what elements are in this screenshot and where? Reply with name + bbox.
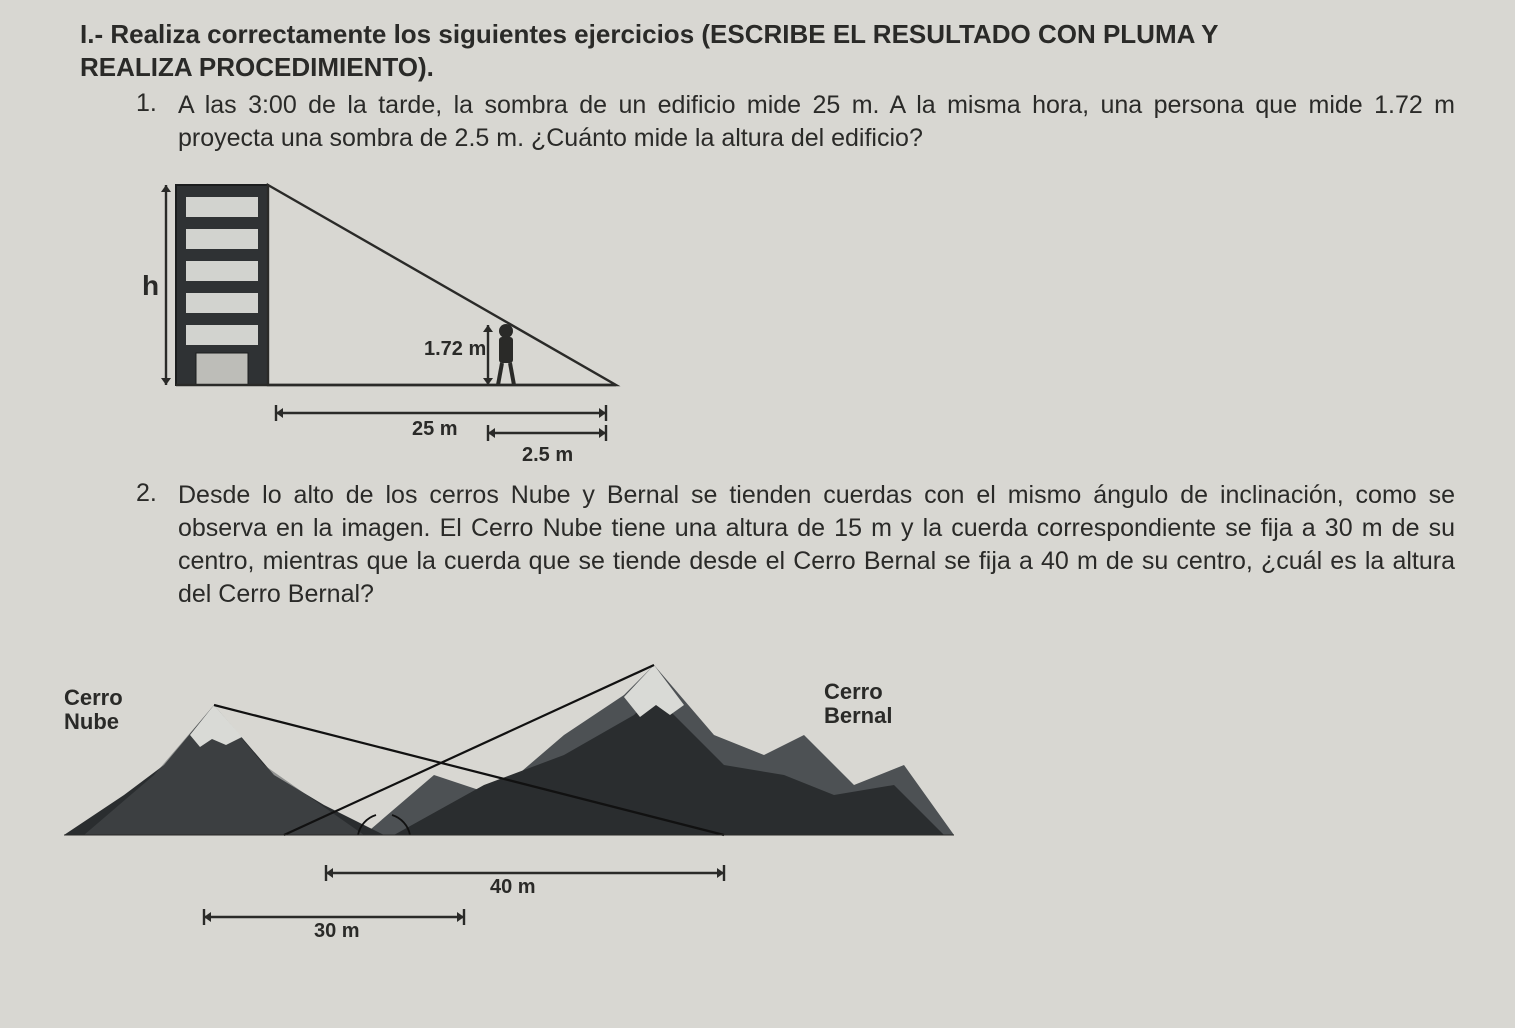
svg-text:25 m: 25 m: [412, 418, 458, 440]
q1-text: A las 3:00 de la tarde, la sombra de un …: [178, 89, 1455, 155]
q2-text: Desde lo alto de los cerros Nube y Berna…: [178, 479, 1455, 611]
q1-number: 1.: [136, 89, 164, 118]
svg-text:h: h: [142, 270, 159, 301]
svg-text:30 m: 30 m: [314, 920, 360, 942]
svg-text:1.72 m: 1.72 m: [424, 338, 486, 360]
svg-text:2.5 m: 2.5 m: [522, 444, 573, 465]
section-title: I.- Realiza correctamente los siguientes…: [80, 18, 1455, 83]
q1-figure: h 1.72 m 25 m 2.5 m: [136, 165, 1455, 465]
q1-svg: h 1.72 m 25 m 2.5 m: [136, 165, 656, 465]
q2-svg: 40 m30 mCerroNubeCerroBernal: [64, 625, 964, 945]
svg-text:Cerro: Cerro: [824, 679, 883, 704]
svg-text:Bernal: Bernal: [824, 703, 892, 728]
question-1: 1. A las 3:00 de la tarde, la sombra de …: [136, 89, 1455, 465]
svg-text:40 m: 40 m: [490, 876, 536, 898]
section-title-line1: I.- Realiza correctamente los siguientes…: [80, 19, 1219, 49]
q2-figure: 40 m30 mCerroNubeCerroBernal: [64, 625, 1455, 945]
section-title-line2: REALIZA PROCEDIMIENTO).: [80, 52, 434, 82]
svg-text:Nube: Nube: [64, 709, 119, 734]
svg-text:Cerro: Cerro: [64, 685, 123, 710]
worksheet-page: I.- Realiza correctamente los siguientes…: [0, 0, 1515, 945]
q2-number: 2.: [136, 479, 164, 508]
question-2: 2. Desde lo alto de los cerros Nube y Be…: [136, 479, 1455, 611]
